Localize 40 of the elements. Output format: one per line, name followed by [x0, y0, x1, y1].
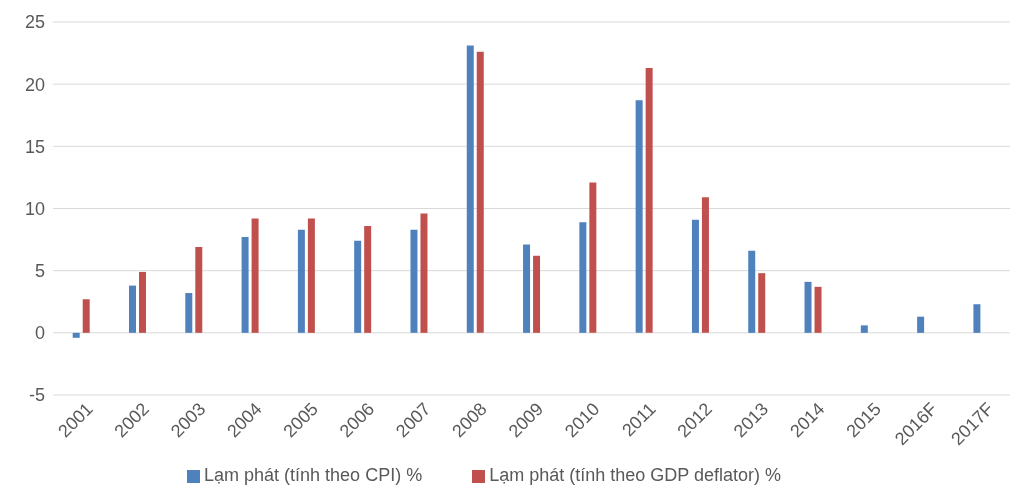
bar — [533, 255, 541, 333]
bar — [185, 293, 193, 333]
y-tick-label: 0 — [34, 323, 45, 344]
bar — [691, 219, 699, 333]
bar — [72, 332, 80, 338]
y-tick-label: 25 — [24, 12, 45, 33]
bar — [307, 218, 315, 333]
bar — [701, 197, 709, 333]
bar — [420, 213, 428, 333]
legend-label: Lạm phát (tính theo CPI) % — [204, 465, 423, 485]
bar — [758, 273, 766, 333]
bar — [589, 182, 597, 333]
bar — [860, 325, 868, 333]
bar — [579, 222, 587, 333]
bar — [523, 244, 531, 333]
bar — [364, 225, 372, 333]
bar — [297, 229, 305, 333]
bar — [917, 316, 925, 333]
bar — [645, 68, 653, 333]
bar — [804, 281, 812, 333]
bar — [251, 218, 259, 333]
bar — [814, 286, 822, 333]
bar — [748, 250, 756, 333]
bar — [139, 271, 146, 333]
bar — [466, 45, 474, 333]
bar — [129, 285, 136, 333]
bar — [635, 100, 643, 333]
y-tick-label: 20 — [24, 74, 45, 95]
y-tick-label: -5 — [28, 385, 45, 406]
bar — [476, 51, 484, 333]
y-tick-label: 10 — [24, 198, 45, 219]
y-tick-label: 15 — [24, 136, 45, 157]
bar — [973, 304, 981, 333]
bar — [241, 237, 249, 333]
bar — [354, 240, 362, 333]
bar — [195, 247, 203, 333]
y-tick-label: 5 — [34, 261, 45, 282]
bar — [82, 299, 90, 333]
bar — [410, 229, 418, 333]
legend-label: Lạm phát (tính theo GDP deflator) % — [489, 465, 781, 485]
